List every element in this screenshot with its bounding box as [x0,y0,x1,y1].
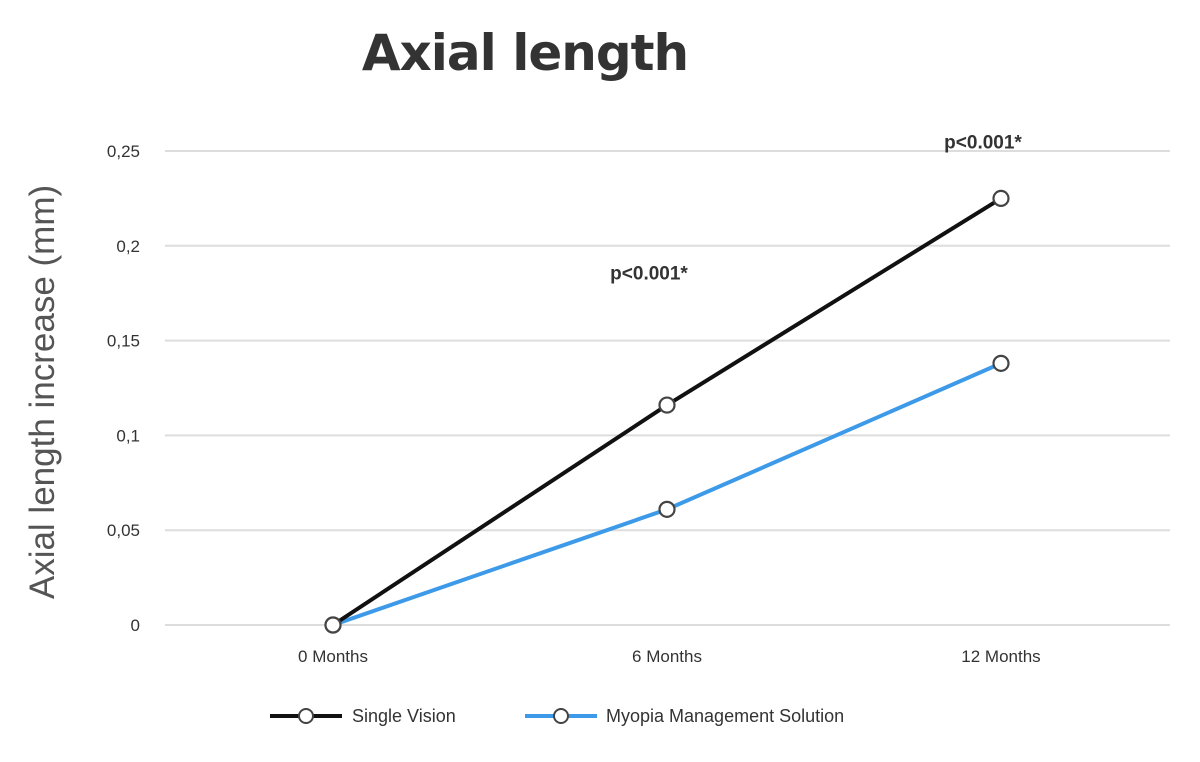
y-axis-ticks: 0 0,05 0,1 0,15 0,2 0,25 [107,142,140,635]
y-tick-label: 0,2 [116,237,140,256]
legend-label: Myopia Management Solution [606,706,844,726]
p-value-annotation: p<0.001* [610,263,688,284]
x-tick-label: 6 Months [632,647,702,666]
x-tick-label: 0 Months [298,647,368,666]
legend: Single Vision Myopia Management Solution [270,706,844,726]
data-point [658,396,676,414]
legend-label: Single Vision [352,706,456,726]
data-point [324,616,342,634]
x-axis-ticks: 0 Months 6 Months 12 Months [298,647,1041,666]
legend-marker [553,708,569,724]
x-tick-label: 12 Months [961,647,1040,666]
y-tick-label: 0,1 [116,426,140,445]
y-tick-label: 0,25 [107,142,140,161]
y-tick-label: 0,15 [107,332,140,351]
y-tick-label: 0,05 [107,521,140,540]
p-value-annotation: p<0.001* [944,133,1022,154]
legend-item: Myopia Management Solution [525,706,844,726]
y-tick-label: 0 [131,616,140,635]
chart-title: Axial length [362,24,688,82]
grid-lines [165,150,1170,626]
legend-item: Single Vision [270,706,456,726]
data-point [658,500,676,518]
legend-marker [298,708,314,724]
data-point [992,189,1010,207]
annotations: p<0.001* p<0.001* [610,133,1022,285]
y-axis-label: Axial length increase (mm) [23,185,62,599]
series-markers [324,189,1010,634]
data-point [992,354,1010,372]
